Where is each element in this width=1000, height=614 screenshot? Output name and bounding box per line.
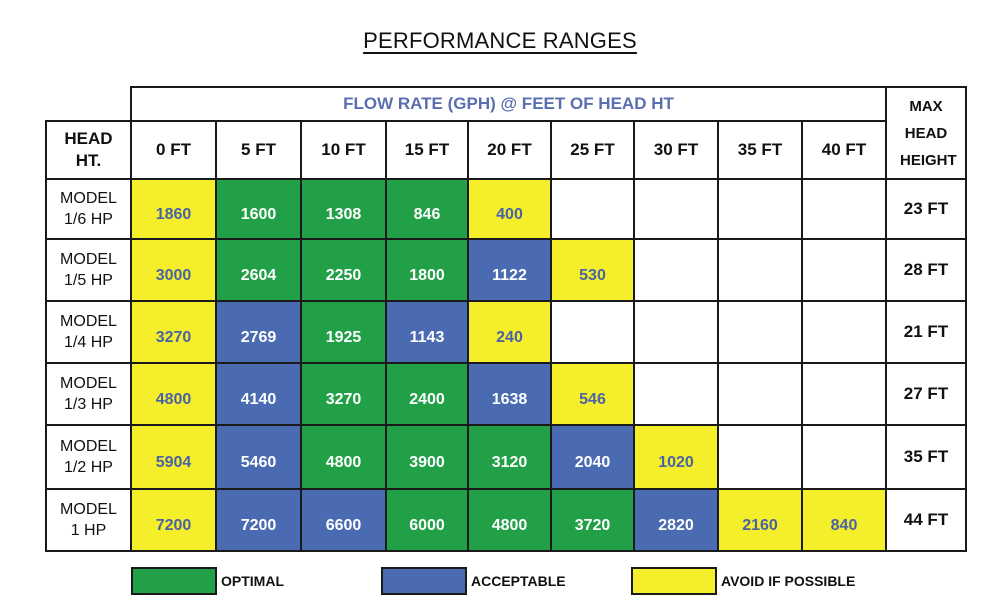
table-cell: 6000: [385, 488, 469, 552]
table-cell: 3900: [385, 424, 469, 490]
table-cell: 1020: [633, 424, 719, 490]
table-cell: [633, 238, 719, 302]
table-cell: 3270: [300, 362, 387, 426]
max-head-height-header-text: MAX HEAD HEIGHT: [900, 97, 957, 169]
table-cell: 5904: [130, 424, 217, 490]
table-cell: 1143: [385, 300, 469, 364]
row-label-text: MODEL 1/2 HP: [60, 438, 117, 476]
table-cell: 240: [467, 300, 552, 364]
flow-rate-header: FLOW RATE (GPH) @ FEET OF HEAD HT: [130, 86, 887, 122]
legend-swatch: [631, 567, 717, 595]
column-header-0: 0 FT: [130, 120, 217, 180]
table-cell: 4800: [130, 362, 217, 426]
table-cell: [550, 178, 635, 240]
table-cell: 3720: [550, 488, 635, 552]
table-cell: 2604: [215, 238, 302, 302]
row-label-text: MODEL 1/3 HP: [60, 375, 117, 413]
table-cell: 546: [550, 362, 635, 426]
row-label: MODEL 1/4 HP: [45, 300, 132, 364]
table-cell: 1800: [385, 238, 469, 302]
row-label: MODEL 1/6 HP: [45, 178, 132, 240]
table-cell: 2769: [215, 300, 302, 364]
table-cell: [717, 300, 803, 364]
legend-label: OPTIMAL: [221, 573, 284, 589]
legend-swatch: [131, 567, 217, 595]
column-header-1: 5 FT: [215, 120, 302, 180]
table-cell: 3120: [467, 424, 552, 490]
column-header-7: 35 FT: [717, 120, 803, 180]
table-cell: 4140: [215, 362, 302, 426]
table-cell: [801, 178, 887, 240]
table-cell: 1308: [300, 178, 387, 240]
table-cell: 530: [550, 238, 635, 302]
max-head-height-value: 44 FT: [885, 488, 967, 552]
legend-label: AVOID IF POSSIBLE: [721, 573, 856, 589]
table-cell: [633, 300, 719, 364]
max-head-height-value: 21 FT: [885, 300, 967, 364]
table-cell: [717, 178, 803, 240]
table-cell: [633, 362, 719, 426]
table-cell: 5460: [215, 424, 302, 490]
table-cell: 1638: [467, 362, 552, 426]
row-label: MODEL 1/3 HP: [45, 362, 132, 426]
table-cell: 2160: [717, 488, 803, 552]
table-cell: 4800: [300, 424, 387, 490]
table-cell: 6600: [300, 488, 387, 552]
table-cell: 3270: [130, 300, 217, 364]
table-cell: [801, 300, 887, 364]
chart-title: PERFORMANCE RANGES: [0, 28, 1000, 54]
table-cell: 400: [467, 178, 552, 240]
max-head-height-value: 23 FT: [885, 178, 967, 240]
table-cell: [633, 178, 719, 240]
row-label: MODEL 1/5 HP: [45, 238, 132, 302]
column-header-5: 25 FT: [550, 120, 635, 180]
column-header-3: 15 FT: [385, 120, 469, 180]
row-label-text: MODEL 1 HP: [60, 501, 117, 539]
table-cell: [717, 362, 803, 426]
column-header-4: 20 FT: [467, 120, 552, 180]
table-cell: 2250: [300, 238, 387, 302]
table-cell: 7200: [130, 488, 217, 552]
column-header-8: 40 FT: [801, 120, 887, 180]
table-cell: [801, 424, 887, 490]
table-cell: 1600: [215, 178, 302, 240]
table-cell: 846: [385, 178, 469, 240]
table-cell: 2040: [550, 424, 635, 490]
row-label: MODEL 1/2 HP: [45, 424, 132, 490]
row-label-text: MODEL 1/4 HP: [60, 313, 117, 351]
table-cell: 7200: [215, 488, 302, 552]
max-head-height-value: 35 FT: [885, 424, 967, 490]
row-label: MODEL 1 HP: [45, 488, 132, 552]
table-cell: [801, 238, 887, 302]
table-cell: 3000: [130, 238, 217, 302]
table-cell: 840: [801, 488, 887, 552]
table-cell: [717, 238, 803, 302]
column-header-6: 30 FT: [633, 120, 719, 180]
table-cell: [801, 362, 887, 426]
table-cell: [550, 300, 635, 364]
legend-swatch: [381, 567, 467, 595]
max-head-height-header: MAX HEAD HEIGHT: [885, 86, 967, 180]
table-cell: 1860: [130, 178, 217, 240]
table-cell: 1925: [300, 300, 387, 364]
head-height-header: HEAD HT.: [45, 120, 132, 180]
column-header-2: 10 FT: [300, 120, 387, 180]
table-cell: 1122: [467, 238, 552, 302]
max-head-height-value: 28 FT: [885, 238, 967, 302]
row-label-text: MODEL 1/5 HP: [60, 251, 117, 289]
table-cell: [717, 424, 803, 490]
table-cell: 4800: [467, 488, 552, 552]
chart-title-text: PERFORMANCE RANGES: [363, 28, 637, 53]
head-height-header-text: HEAD HT.: [64, 129, 113, 170]
legend-label: ACCEPTABLE: [471, 573, 566, 589]
table-cell: 2400: [385, 362, 469, 426]
max-head-height-value: 27 FT: [885, 362, 967, 426]
table-cell: 2820: [633, 488, 719, 552]
row-label-text: MODEL 1/6 HP: [60, 190, 117, 228]
